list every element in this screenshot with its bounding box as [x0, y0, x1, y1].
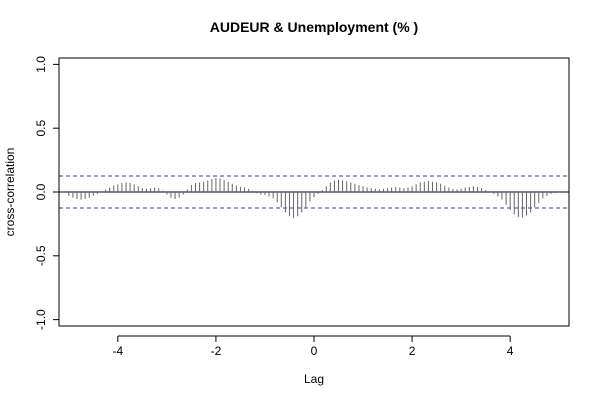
chart-marks: -4 -2 0 2 4 -1.0 -0.5 0.0 0.5 1.0 [34, 56, 569, 358]
y-axis-label: cross-correlation [3, 148, 17, 237]
x-tick-label: -2 [211, 344, 222, 358]
x-tick-label: -4 [113, 344, 124, 358]
chart-title: AUDEUR & Unemployment (% ) [210, 19, 418, 35]
x-tick-label: 4 [507, 344, 514, 358]
y-tick-label: 1.0 [34, 56, 48, 73]
y-tick-label: 0.5 [34, 120, 48, 137]
y-tick-label: 0.0 [34, 183, 48, 200]
x-tick-label: 2 [409, 344, 416, 358]
y-tick-label: -1.0 [34, 309, 48, 330]
y-tick-label: -0.5 [34, 245, 48, 266]
x-tick-label: 0 [311, 344, 318, 358]
x-axis-label: Lag [304, 372, 324, 386]
